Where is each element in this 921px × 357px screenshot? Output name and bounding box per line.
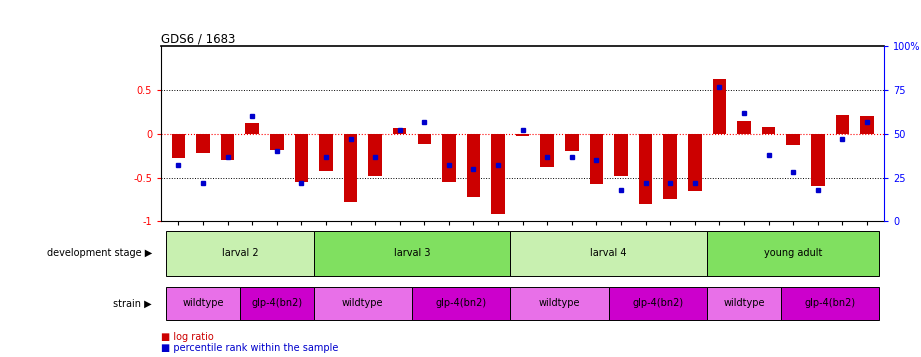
- Bar: [368, 134, 382, 176]
- Bar: [166, 287, 239, 320]
- Bar: [412, 287, 510, 320]
- Text: glp-4(bn2): glp-4(bn2): [436, 298, 487, 308]
- Bar: [609, 287, 707, 320]
- Text: glp-4(bn2): glp-4(bn2): [251, 298, 302, 308]
- Bar: [221, 134, 234, 160]
- Text: strain ▶: strain ▶: [113, 298, 152, 308]
- Text: glp-4(bn2): glp-4(bn2): [633, 298, 683, 308]
- Bar: [314, 231, 510, 276]
- Bar: [835, 115, 849, 134]
- Bar: [639, 134, 652, 204]
- Bar: [707, 287, 781, 320]
- Text: young adult: young adult: [764, 248, 822, 258]
- Bar: [737, 121, 751, 134]
- Bar: [320, 134, 332, 171]
- Bar: [762, 127, 775, 134]
- Text: GDS6 / 1683: GDS6 / 1683: [161, 32, 236, 45]
- Bar: [781, 287, 880, 320]
- Text: larval 4: larval 4: [590, 248, 627, 258]
- Bar: [589, 134, 603, 184]
- Bar: [295, 134, 309, 182]
- Bar: [811, 134, 824, 186]
- Bar: [245, 122, 259, 134]
- Text: glp-4(bn2): glp-4(bn2): [805, 298, 856, 308]
- Bar: [491, 134, 505, 214]
- Bar: [442, 134, 456, 182]
- Bar: [270, 134, 284, 150]
- Bar: [314, 287, 412, 320]
- Bar: [510, 231, 707, 276]
- Bar: [614, 134, 628, 176]
- Bar: [707, 231, 880, 276]
- Bar: [860, 116, 874, 134]
- Bar: [196, 134, 210, 153]
- Bar: [565, 134, 578, 151]
- Text: ■ percentile rank within the sample: ■ percentile rank within the sample: [161, 343, 339, 353]
- Text: larval 2: larval 2: [222, 248, 258, 258]
- Bar: [166, 231, 314, 276]
- Bar: [516, 134, 530, 136]
- Text: larval 3: larval 3: [394, 248, 430, 258]
- Bar: [713, 79, 726, 134]
- Text: wildtype: wildtype: [723, 298, 764, 308]
- Bar: [393, 128, 406, 134]
- Bar: [787, 134, 800, 145]
- Bar: [171, 134, 185, 159]
- Bar: [467, 134, 480, 197]
- Bar: [239, 287, 314, 320]
- Bar: [417, 134, 431, 144]
- Text: wildtype: wildtype: [342, 298, 383, 308]
- Bar: [344, 134, 357, 202]
- Bar: [541, 134, 554, 167]
- Text: wildtype: wildtype: [182, 298, 224, 308]
- Bar: [510, 287, 609, 320]
- Bar: [663, 134, 677, 200]
- Bar: [688, 134, 702, 191]
- Text: ■ log ratio: ■ log ratio: [161, 332, 214, 342]
- Text: wildtype: wildtype: [539, 298, 580, 308]
- Text: development stage ▶: development stage ▶: [47, 248, 152, 258]
